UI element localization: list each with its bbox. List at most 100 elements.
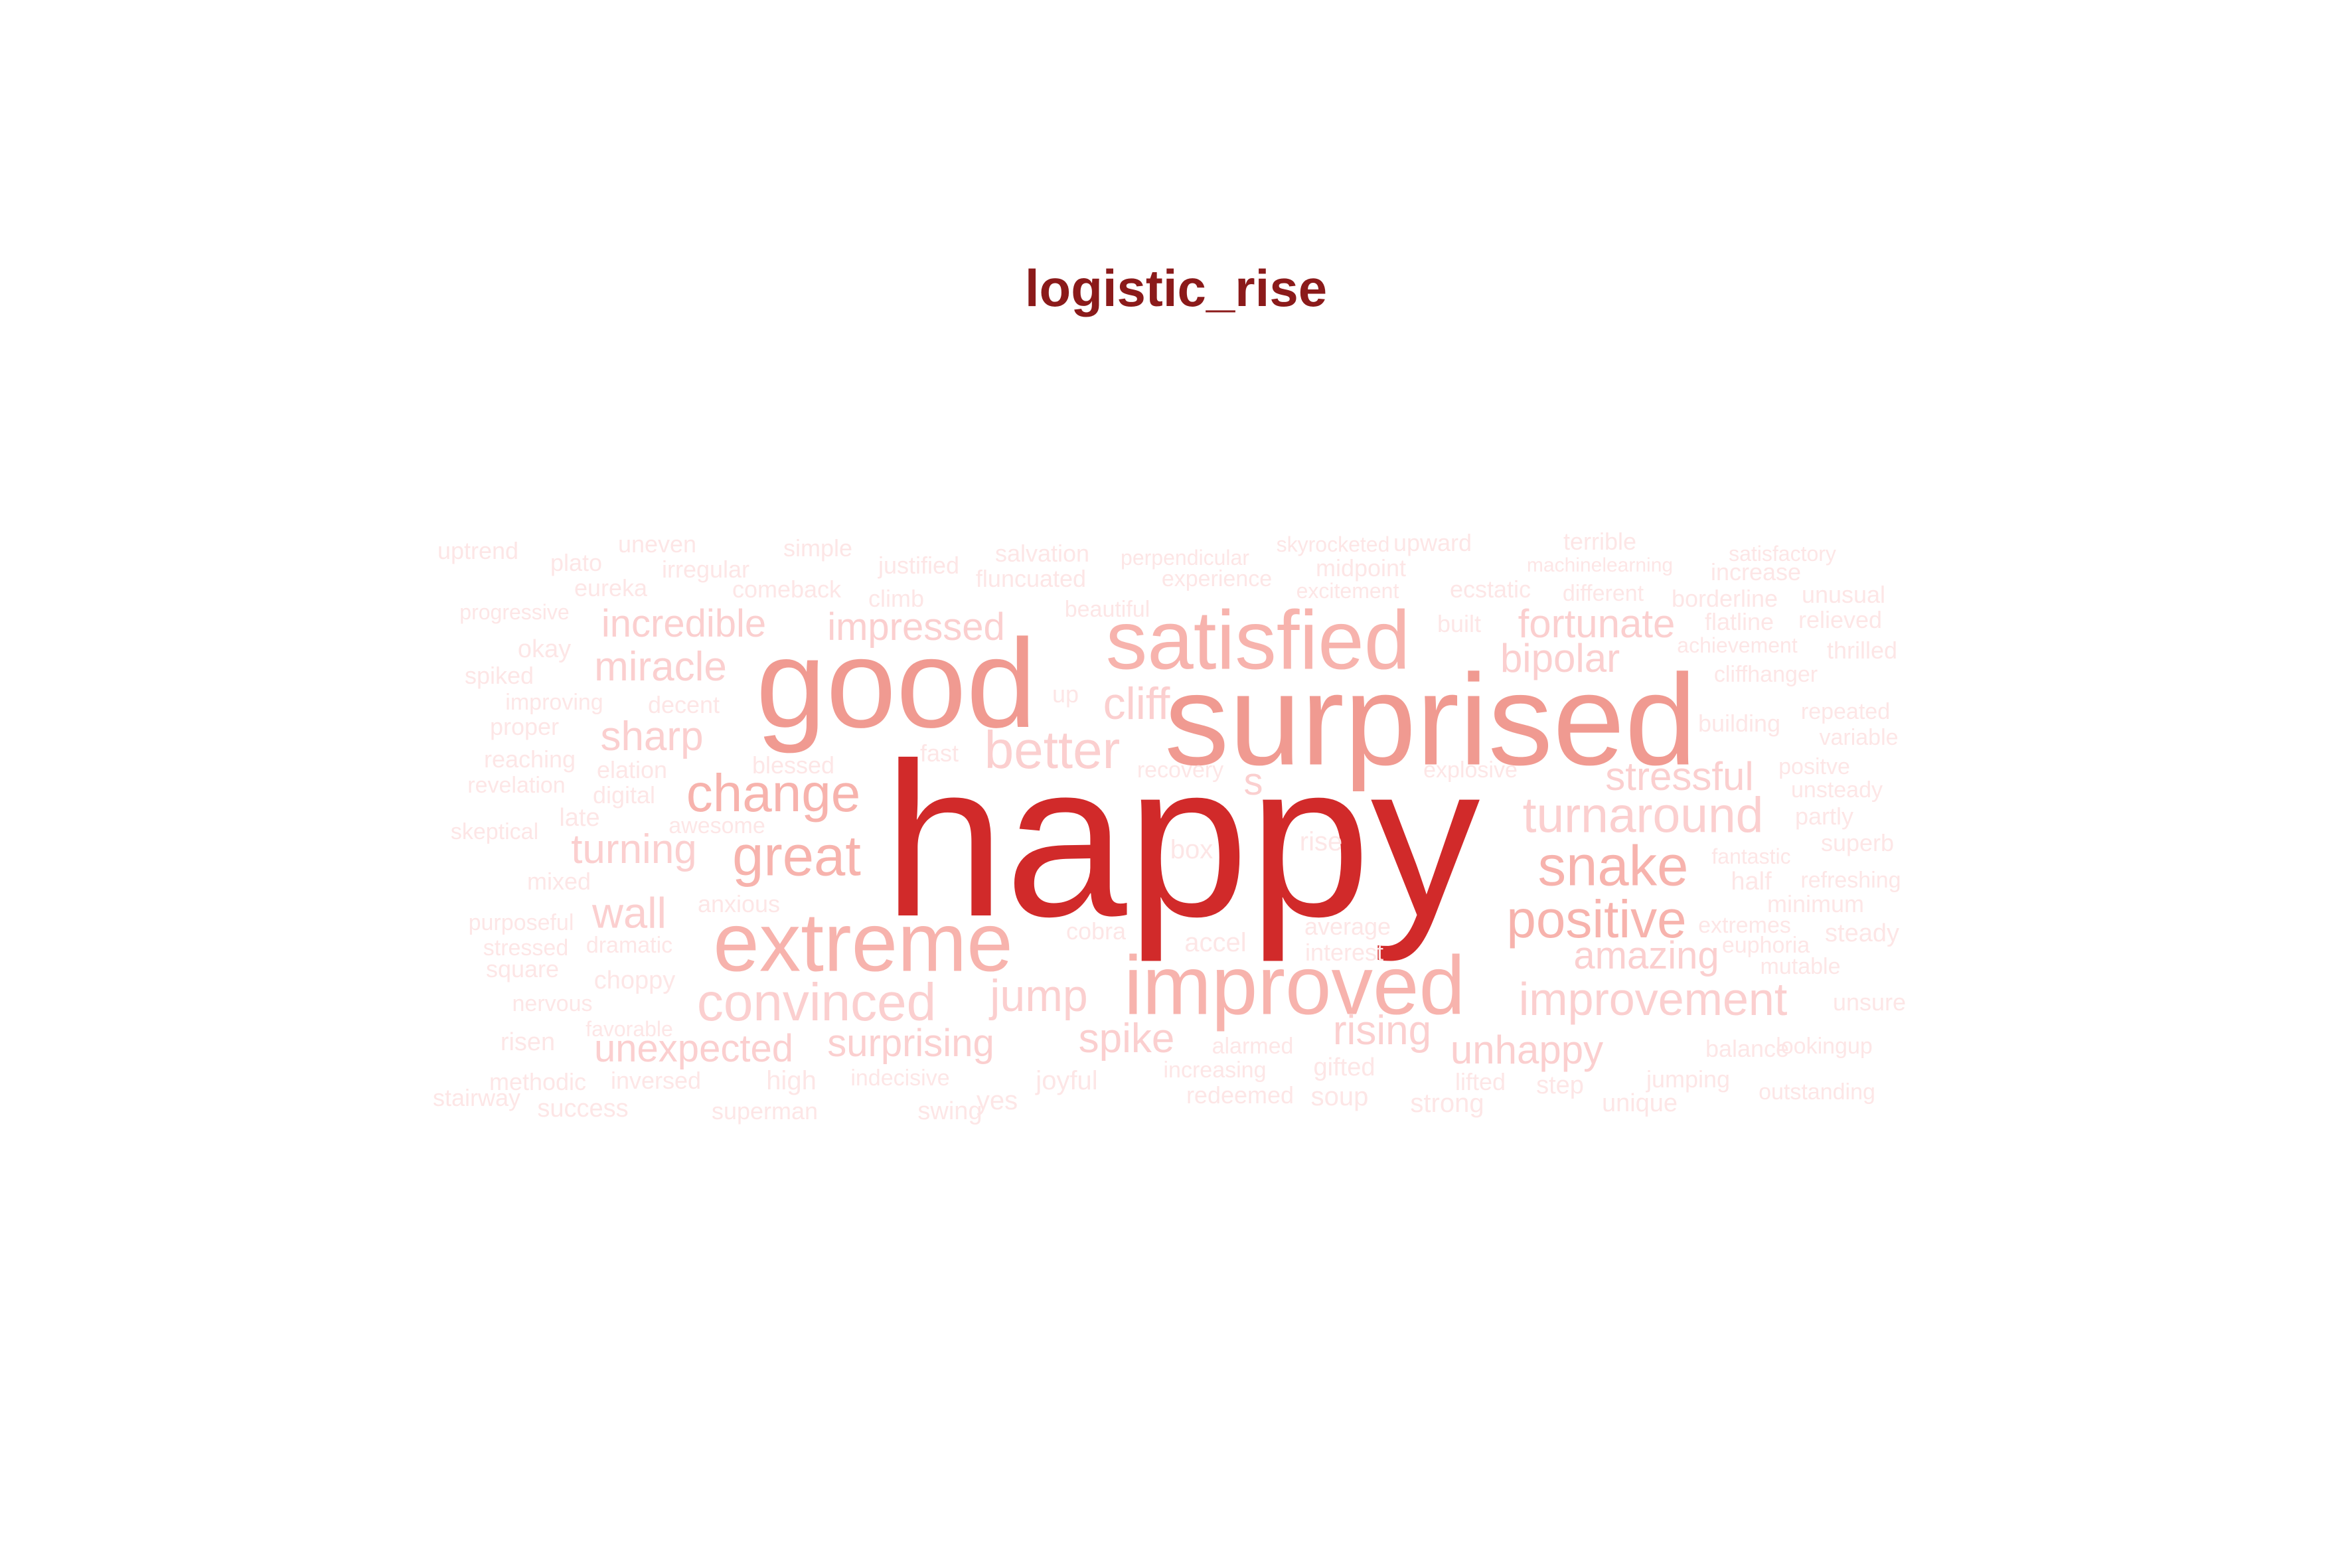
cloud-word: rising (1332, 1008, 1432, 1054)
cloud-word: salvation (994, 540, 1090, 567)
cloud-word: incredible (601, 602, 767, 645)
cloud-word: better (984, 720, 1121, 779)
cloud-word: miracle (594, 644, 727, 690)
cloud-word: methodic (489, 1068, 587, 1095)
cloud-word: step (1536, 1071, 1584, 1099)
cloud-word: stressful (1605, 754, 1754, 799)
cloud-word: extreme (713, 896, 1013, 989)
cloud-word: partly (1794, 803, 1854, 830)
cloud-word: reaching (483, 745, 576, 773)
cloud-word: up (1052, 680, 1079, 708)
cloud-word: eureka (574, 574, 648, 601)
cloud-word: positve (1778, 754, 1850, 779)
cloud-word: square (485, 955, 560, 982)
cloud-word: built (1437, 610, 1482, 637)
cloud-word: skyrocketed (1276, 532, 1390, 556)
cloud-word: mixed (526, 868, 591, 895)
cloud-word: snake (1537, 834, 1689, 898)
cloud-word: swing (917, 1097, 982, 1125)
cloud-word: digital (592, 781, 656, 809)
cloud-word: fast (919, 740, 959, 767)
cloud-word: building (1697, 710, 1781, 737)
cloud-word: gifted (1313, 1054, 1375, 1081)
cloud-word: cobra (1065, 917, 1127, 945)
cloud-word: increase (1710, 558, 1802, 586)
cloud-word: surprising (827, 1022, 994, 1065)
cloud-word: great (732, 824, 861, 888)
cloud-word: s (1243, 760, 1263, 803)
cloud-word: lifted (1454, 1068, 1506, 1095)
cloud-word: nervous (512, 991, 593, 1016)
cloud-word: unique (1601, 1089, 1678, 1117)
cloud-word: uptrend (437, 537, 519, 564)
cloud-word: rise (1299, 827, 1343, 856)
cloud-word: alarmed (1212, 1034, 1294, 1059)
cloud-word: steady (1825, 919, 1899, 947)
cloud-word: refreshing (1800, 868, 1901, 893)
cloud-word: impressed (827, 605, 1005, 649)
cloud-word: wall (592, 888, 666, 937)
cloud-word: favorable (586, 1017, 673, 1041)
cloud-word: ecstatic (1449, 576, 1531, 603)
cloud-word: satisfactory (1729, 542, 1836, 566)
cloud-word: box (1170, 835, 1214, 864)
cloud-word: relieved (1798, 606, 1883, 633)
cloud-word: proper (489, 713, 560, 740)
cloud-word: improvement (1518, 973, 1788, 1025)
cloud-word: unsteady (1791, 777, 1883, 803)
cloud-word: improving (505, 690, 603, 715)
cloud-word: mutable (1760, 954, 1841, 979)
cloud-word: surprised (1164, 647, 1697, 793)
cloud-word: strong (1410, 1089, 1484, 1118)
cloud-word: spiked (464, 662, 534, 689)
cloud-word: achievement (1677, 633, 1798, 657)
cloud-word: terrible (1563, 528, 1637, 555)
cloud-word: blessed (751, 751, 835, 779)
cloud-word: positive (1506, 890, 1687, 949)
cloud-word: dramatic (586, 933, 673, 958)
cloud-word: machinelearning (1526, 554, 1674, 576)
cloud-word: recovery (1137, 757, 1224, 783)
cloud-word: decent (647, 691, 720, 718)
cloud-word: irregular (661, 556, 750, 583)
cloud-word: elation (596, 756, 668, 783)
cloud-word: unhappy (1450, 1028, 1604, 1072)
cloud-word: turnaround (1522, 787, 1764, 843)
cloud-word: unsure (1832, 988, 1907, 1016)
cloud-word: extremes (1698, 913, 1791, 938)
word-cloud-title: logistic_rise (1024, 259, 1328, 317)
cloud-word: jumping (1646, 1065, 1731, 1093)
cloud-word: stairway (432, 1084, 521, 1111)
cloud-word: cliffhanger (1713, 662, 1818, 687)
cloud-word: different (1562, 581, 1644, 606)
cloud-word: bipolar (1500, 636, 1620, 680)
cloud-word: turning (571, 826, 697, 872)
cloud-word: accel (1184, 928, 1247, 957)
cloud-word: good (755, 613, 1037, 754)
cloud-word: indecisive (850, 1065, 950, 1091)
cloud-word: upward (1393, 529, 1472, 556)
cloud-word: average (1304, 913, 1391, 940)
cloud-word: change (686, 763, 861, 823)
cloud-word: beautiful (1064, 597, 1150, 622)
cloud-word: convinced (696, 973, 937, 1032)
cloud-word: balance (1705, 1035, 1790, 1062)
cloud-word: revelation (467, 773, 566, 798)
cloud-word: unusual (1801, 581, 1886, 608)
cloud-word: simple (783, 534, 853, 562)
cloud-word: awesome (668, 813, 765, 838)
cloud-word: progressive (459, 600, 570, 624)
cloud-word: high (766, 1066, 817, 1095)
cloud-word: jump (990, 971, 1088, 1021)
cloud-word: climb (868, 585, 925, 612)
cloud-word: soup (1310, 1082, 1369, 1111)
cloud-word: minimum (1766, 890, 1865, 917)
cloud-word: yes (976, 1086, 1018, 1115)
cloud-word: euphoria (1721, 933, 1810, 958)
cloud-word: fortunate (1518, 601, 1676, 646)
cloud-word: amazing (1573, 934, 1719, 977)
cloud-word: interest (1304, 939, 1384, 966)
cloud-word: anxious (697, 890, 781, 917)
cloud-word: inversed (610, 1067, 702, 1094)
